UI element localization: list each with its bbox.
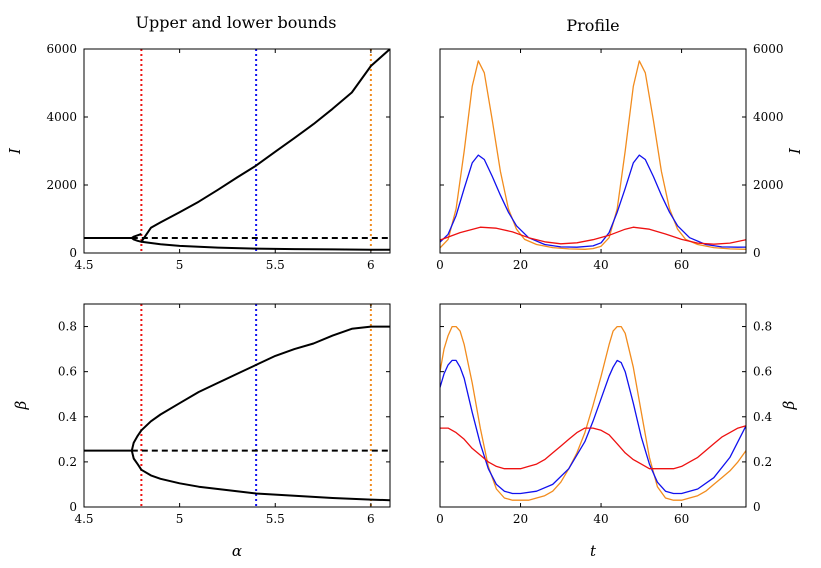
plot-frame (439, 303, 747, 508)
y-tick-label: 4000 (753, 110, 784, 124)
y-tick-label: 0.6 (753, 365, 772, 379)
x-tick-label: 60 (674, 258, 689, 272)
series-line-2 (440, 425, 746, 470)
y-axis-label: β (780, 400, 798, 410)
x-tick-label: 4.5 (74, 512, 93, 526)
x-axis-label: t (590, 542, 597, 560)
series-line-2 (440, 226, 746, 245)
left-title: Upper and lower bounds (136, 13, 337, 32)
y-tick-label: 0.6 (58, 365, 77, 379)
y-tick-label: 0.8 (753, 320, 772, 334)
plot-frame (439, 48, 747, 254)
x-tick-label: 40 (593, 512, 608, 526)
series-line-2 (130, 450, 390, 502)
y-axis-label: I (786, 147, 804, 155)
plot-frame (83, 303, 391, 508)
x-tick-label: 0 (436, 512, 444, 526)
x-tick-label: 20 (513, 512, 528, 526)
series-line-2 (141, 240, 390, 251)
panel-profile-beta: β t 0 20 40 60 0 0.2 0.4 0.6 0.8 (436, 303, 798, 560)
y-tick-label: 0.2 (58, 455, 77, 469)
y-tick-label: 0 (753, 500, 761, 514)
panel-bounds-I: I 4.5 5 5.5 6 0 2000 4000 6000 (6, 42, 391, 272)
right-title: Profile (566, 16, 619, 35)
y-tick-label: 4000 (46, 110, 77, 124)
x-tick-label: 4.5 (74, 258, 93, 272)
y-tick-label: 2000 (753, 178, 784, 192)
x-tick-label: 5 (176, 512, 184, 526)
x-tick-label: 0 (436, 258, 444, 272)
y-tick-label: 0.4 (753, 410, 772, 424)
x-tick-label: 60 (674, 512, 689, 526)
x-tick-label: 5.5 (266, 512, 285, 526)
x-tick-label: 5 (176, 258, 184, 272)
y-axis-label: β (12, 400, 30, 410)
y-tick-label: 0.2 (753, 455, 772, 469)
series-line-1 (440, 359, 746, 495)
x-axis-label: α (232, 542, 242, 560)
y-tick-label: 0 (69, 500, 77, 514)
y-tick-label: 6000 (753, 42, 784, 56)
series-line-0 (440, 325, 746, 501)
plot-frame (83, 48, 391, 254)
series-line-1 (440, 154, 746, 248)
series-line-1 (130, 325, 390, 451)
y-tick-label: 0.4 (58, 410, 77, 424)
y-axis-label: I (6, 147, 24, 155)
panel-profile-I: I 0 20 40 60 0 2000 4000 6000 (436, 42, 804, 272)
y-tick-label: 2000 (46, 178, 77, 192)
series-line-1 (130, 49, 390, 243)
y-tick-label: 0 (69, 246, 77, 260)
x-tick-label: 6 (367, 512, 375, 526)
x-tick-label: 20 (513, 258, 528, 272)
x-tick-label: 40 (593, 258, 608, 272)
panel-bounds-beta: β α 4.5 5 5.5 6 0 0.2 0.4 0.6 0.8 (12, 303, 391, 560)
x-tick-label: 5.5 (266, 258, 285, 272)
x-tick-label: 6 (367, 258, 375, 272)
y-tick-label: 6000 (46, 42, 77, 56)
series-line-0 (440, 60, 746, 250)
y-tick-label: 0 (753, 246, 761, 260)
y-tick-label: 0.8 (58, 320, 77, 334)
